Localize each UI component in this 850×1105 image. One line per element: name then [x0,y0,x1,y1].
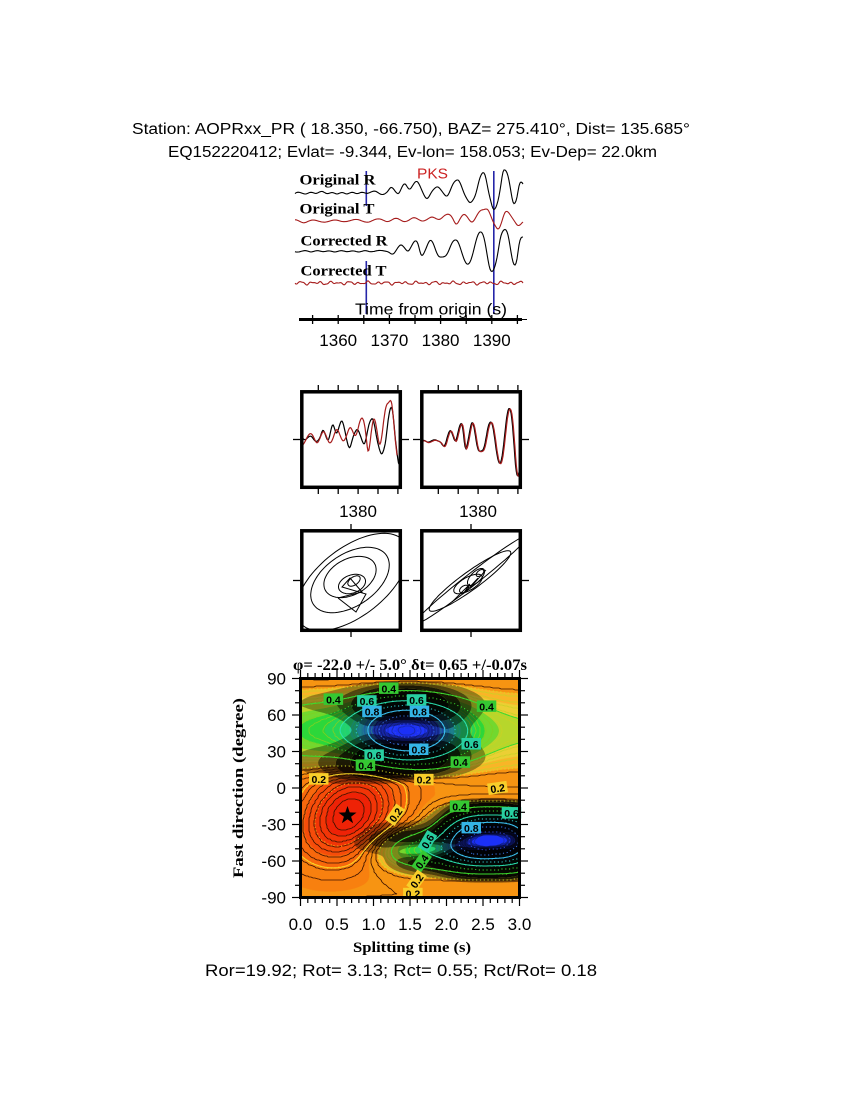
svg-text:3.0: 3.0 [508,915,532,934]
svg-text:1380: 1380 [422,331,460,350]
svg-text:1370: 1370 [370,331,408,350]
svg-text:1360: 1360 [319,331,357,350]
svg-text:Fast direction (degree): Fast direction (degree) [231,698,247,878]
svg-text:-90: -90 [261,889,286,908]
svg-text:Original T: Original T [300,202,375,218]
svg-text:2.5: 2.5 [471,915,495,934]
svg-text:Corrected T: Corrected T [301,264,387,280]
svg-text:PKS: PKS [417,167,448,183]
svg-text:EQ152220412; Evlat= -9.344, E: EQ152220412; Evlat= -9.344, Ev-lon= 158.… [168,144,657,161]
svg-text:0.2: 0.2 [490,782,506,796]
svg-text:0.4: 0.4 [479,701,494,713]
svg-text:90: 90 [267,670,286,689]
svg-text:Original R: Original R [300,173,377,189]
svg-text:0.2: 0.2 [311,774,326,786]
svg-text:0.6: 0.6 [360,696,375,708]
svg-text:0.8: 0.8 [464,823,479,835]
svg-text:0.4: 0.4 [453,757,468,769]
svg-text:1380: 1380 [459,502,497,521]
svg-text:0.4: 0.4 [326,694,341,706]
svg-text:0: 0 [277,779,286,798]
svg-text:Station: AOPRxx_PR ( 18.350,: Station: AOPRxx_PR ( 18.350, -66.750), B… [132,121,690,138]
svg-text:Splitting time (s): Splitting time (s) [353,940,471,956]
svg-text:0.8: 0.8 [411,744,426,756]
svg-text:0.8: 0.8 [412,707,427,719]
svg-text:0.0: 0.0 [289,915,313,934]
svg-text:1380: 1380 [339,502,377,521]
svg-text:Corrected R: Corrected R [301,234,389,250]
svg-text:0.4: 0.4 [358,760,373,772]
svg-text:0.6: 0.6 [367,750,382,762]
svg-text:0.8: 0.8 [365,707,380,719]
svg-text:0.6: 0.6 [464,739,479,751]
svg-text:0.2: 0.2 [417,775,432,787]
svg-text:2.0: 2.0 [435,915,459,934]
svg-text:-30: -30 [261,816,286,835]
svg-text:0.4: 0.4 [452,801,467,813]
svg-text:φ= -22.0 +/- 5.0° δt= 0.65 +/-: φ= -22.0 +/- 5.0° δt= 0.65 +/-0.07s [293,657,527,674]
svg-text:0.4: 0.4 [381,683,396,695]
svg-text:Time from origin (s): Time from origin (s) [355,302,507,319]
svg-text:0.6: 0.6 [409,695,424,707]
svg-text:Ror=19.92; Rot= 3.13; Rct= 0.5: Ror=19.92; Rot= 3.13; Rct= 0.55; Rct/Rot… [205,961,597,980]
svg-text:1390: 1390 [473,331,511,350]
svg-text:30: 30 [267,743,286,762]
svg-text:0.5: 0.5 [325,915,349,934]
svg-text:1.0: 1.0 [362,915,386,934]
svg-text:0.6: 0.6 [504,808,519,820]
svg-text:60: 60 [267,706,286,725]
svg-text:1.5: 1.5 [398,915,422,934]
svg-text:-60: -60 [261,852,286,871]
